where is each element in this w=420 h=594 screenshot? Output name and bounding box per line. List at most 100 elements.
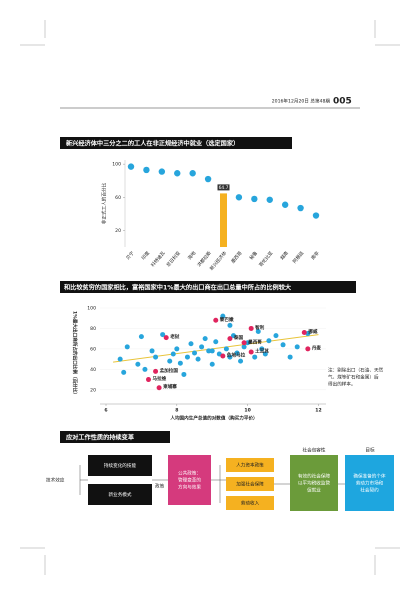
policy-item-text: 劳动收入 [241, 500, 260, 507]
point [266, 338, 272, 344]
point [252, 354, 258, 360]
point-label: 丹麦 [311, 344, 322, 351]
x-tick-label: 科特迪瓦 [149, 249, 166, 268]
point [238, 358, 244, 364]
policy-item [226, 496, 274, 510]
goal-text: 确保准备的个体 [353, 473, 386, 480]
point [160, 332, 166, 338]
row-label: 技术效应 [46, 477, 65, 484]
dot [204, 175, 212, 183]
point [153, 368, 159, 374]
point [273, 333, 279, 339]
point [181, 371, 187, 377]
inclusion-text: 以平均税收监管 [298, 480, 331, 487]
section-bar [60, 431, 170, 443]
goal-text: 社会契约 [360, 487, 379, 494]
point [223, 346, 229, 352]
x-tick-label: 10 [244, 408, 250, 414]
goal-box [345, 455, 394, 511]
point [255, 329, 261, 335]
point-label: 孟加拉国 [160, 367, 179, 374]
chart-title: 和比较贫穷的国家相比，富裕国家中1%最大的出口商在出口总量中所占的比例较大 [63, 284, 292, 292]
dot [174, 170, 181, 177]
dot [143, 166, 150, 174]
point-label: 黎巴嫩 [220, 316, 234, 323]
point [167, 358, 173, 364]
point-label: 老挝 [169, 333, 180, 340]
x-tick-label: 哥伦比亚 [257, 249, 274, 268]
dot [266, 196, 273, 203]
point [220, 353, 226, 359]
driver-text: 持续变化的技能 [104, 462, 137, 469]
note: 得出的样本。 [328, 381, 356, 388]
point [206, 348, 212, 354]
point [142, 366, 148, 372]
point [280, 342, 286, 348]
point [156, 385, 162, 391]
policy-label: 政策 [155, 483, 165, 490]
point [117, 356, 123, 362]
policy-item-text: 人力资本政策 [236, 462, 264, 469]
policy-item [226, 477, 274, 491]
point-label: 墨西哥 [248, 338, 262, 345]
x-tick-label: 新兴经济体 [208, 249, 228, 271]
x-tick-label: 墨西哥 [230, 250, 244, 265]
y-tick-label: 60 [90, 346, 96, 352]
point [248, 349, 254, 355]
dot [189, 170, 196, 177]
point-label: 土耳其 [255, 347, 269, 354]
inclusion-text: 有效的社会保障 [298, 473, 331, 480]
value-label-bg [217, 184, 230, 191]
x-tick-label: 6 [104, 408, 107, 414]
policy-item-text: 加强社会保障 [236, 481, 264, 488]
y-tick-label: 80 [90, 326, 96, 332]
point [301, 330, 307, 336]
point [145, 377, 151, 383]
point [202, 336, 208, 342]
point [227, 336, 233, 342]
x-tick-label: 12 [315, 408, 321, 414]
y-tick-label: 100 [112, 162, 121, 168]
dot [127, 163, 135, 170]
x-tick-label: 尼日利亚 [165, 249, 182, 268]
policy-item [226, 458, 274, 472]
inclusion-text: 促就业 [307, 487, 321, 494]
point-label: 柬埔寨 [163, 383, 177, 390]
x-tick-label: 海地 [186, 249, 198, 261]
point-label: 挪威 [308, 328, 318, 335]
chart-title: 新兴经济体中三分之二的工人在非正规经济中就业（选定国家） [66, 140, 239, 148]
point [209, 361, 215, 367]
dot [312, 212, 320, 219]
section-bar [60, 137, 292, 149]
y-axis-label: 1%最大出口商所占的出口比例（百分比） [72, 311, 79, 397]
dot [235, 194, 243, 201]
point-label: 马拉维 [152, 375, 166, 382]
point [149, 348, 155, 354]
value-label: 64.7 [219, 185, 229, 191]
point [248, 325, 254, 331]
point [230, 333, 236, 339]
policy-text: 公共政策： [178, 470, 201, 477]
page-number: 005 [333, 97, 352, 107]
driver-text: 新业务模式 [109, 491, 132, 498]
y-axis-label: 非正式工人的百分比 [101, 182, 108, 224]
point [163, 335, 169, 341]
point [184, 354, 190, 360]
point [124, 344, 130, 350]
diagram-title: 应对工作性质的持续变革 [66, 434, 135, 442]
point [241, 344, 247, 350]
x-tick-label: 阿根廷 [291, 249, 305, 264]
point [245, 340, 251, 346]
bar [220, 193, 227, 247]
y-tick-label: 20 [90, 387, 96, 393]
point [213, 339, 219, 345]
note: 注：剔除出口（石油、天然 [328, 367, 384, 374]
point [262, 351, 268, 357]
x-tick-label: 贝宁 [124, 249, 136, 261]
y-tick-label: 40 [90, 367, 96, 373]
dot [251, 195, 258, 203]
point [227, 354, 233, 360]
goal-text: 劳动力市场和 [356, 480, 384, 487]
point [241, 340, 247, 346]
